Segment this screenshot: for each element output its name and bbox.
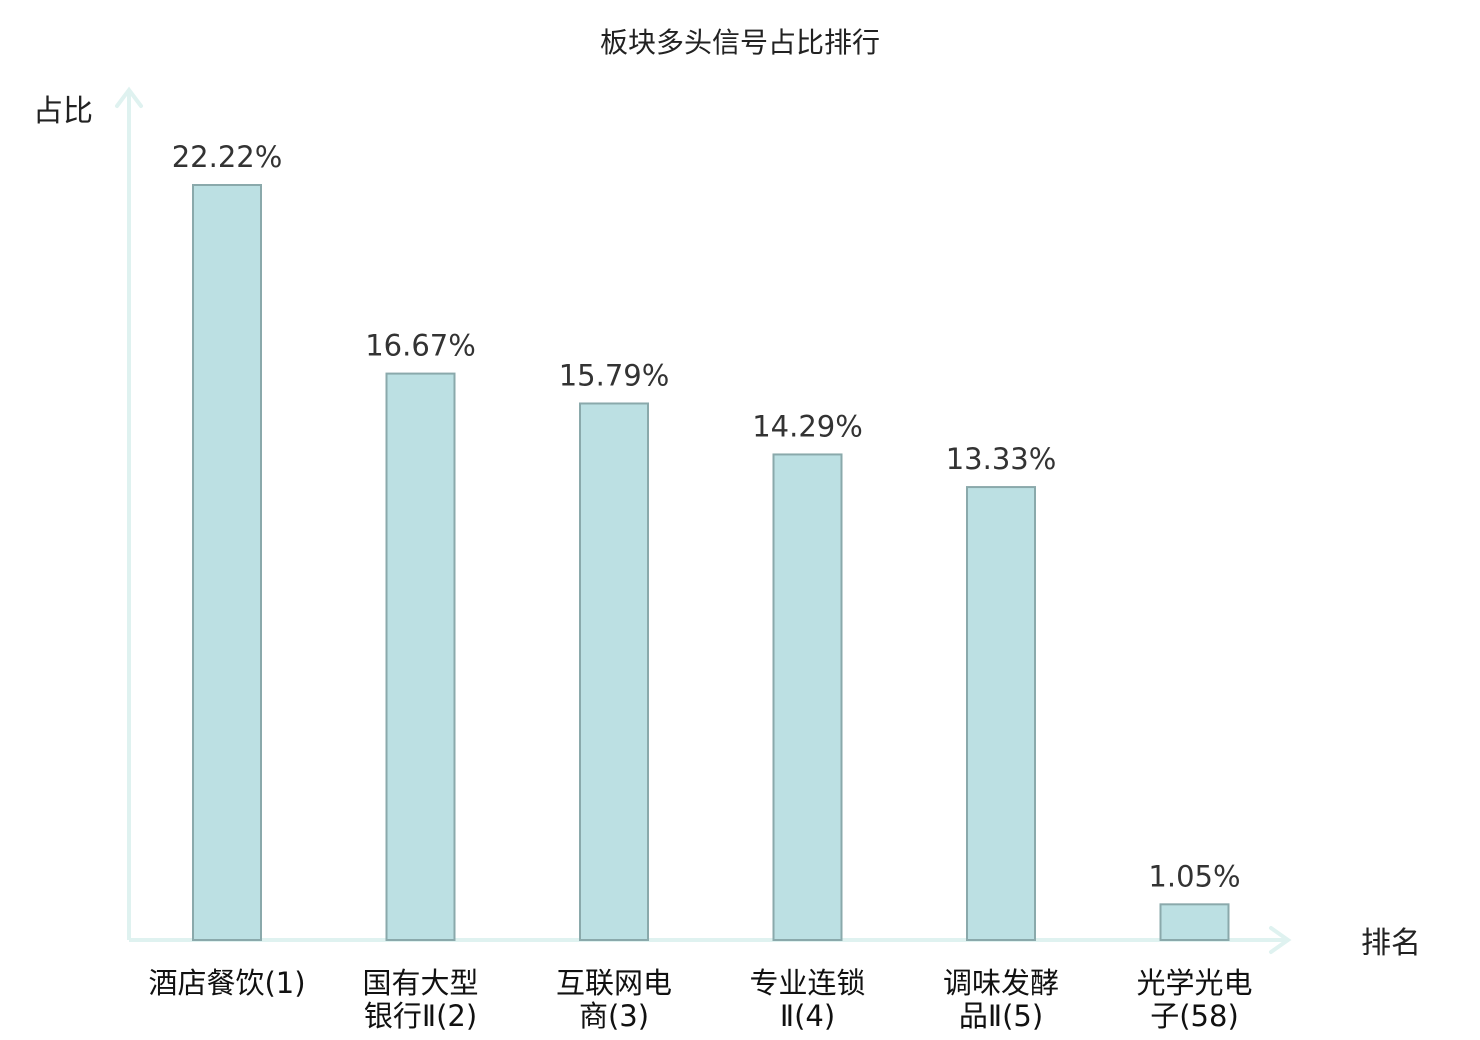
- category-label: 酒店餐饮(1): [148, 966, 305, 1000]
- bar: [966, 486, 1036, 941]
- category-label: 互联网电: [556, 966, 672, 1000]
- category-label: 品Ⅱ(5): [959, 999, 1043, 1033]
- x-axis-arrow-icon: [1269, 926, 1292, 954]
- y-axis-arrow-icon: [115, 86, 143, 108]
- x-axis-label: 排名: [1361, 926, 1421, 961]
- bar: [192, 184, 262, 941]
- category-label: Ⅱ(4): [780, 999, 835, 1033]
- bar: [579, 402, 649, 942]
- bar-value-label: 16.67%: [365, 329, 476, 363]
- bar: [385, 372, 456, 942]
- category-label: 银行Ⅱ(2): [364, 999, 477, 1033]
- category-label: 子(58): [1150, 999, 1239, 1033]
- category-label: 调味发酵: [943, 966, 1059, 1000]
- bar-value-label: 22.22%: [172, 140, 283, 174]
- bar: [1159, 903, 1230, 942]
- bar-value-label: 15.79%: [559, 358, 670, 392]
- bar-value-label: 14.29%: [752, 409, 863, 443]
- chart-title: 板块多头信号占比排行: [600, 26, 880, 59]
- y-axis-label: 占比: [33, 94, 93, 129]
- category-label: 国有大型: [362, 966, 478, 1000]
- bar: [772, 453, 843, 941]
- category-label: 专业连锁: [749, 966, 865, 1000]
- category-label: 光学光电: [1136, 966, 1252, 1000]
- x-axis: [129, 926, 1292, 954]
- bar-value-label: 1.05%: [1148, 859, 1240, 893]
- category-label: 商(3): [579, 999, 649, 1033]
- y-axis: [115, 86, 143, 940]
- bar-value-label: 13.33%: [946, 442, 1057, 476]
- bar-group: 22.22% 酒店餐饮(1): [148, 140, 305, 1000]
